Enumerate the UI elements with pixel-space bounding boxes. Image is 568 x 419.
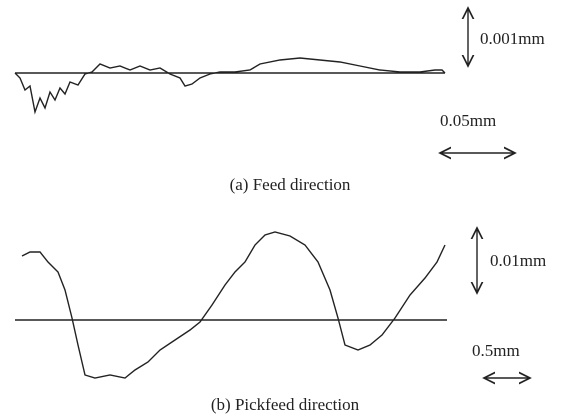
vertical-scale-label: 0.001mm [480, 29, 545, 48]
panel-b: 0.01mm 0.5mm (b) Pickfeed direction [15, 228, 546, 414]
caption: (b) Pickfeed direction [211, 395, 360, 414]
horizontal-scale-label: 0.05mm [440, 111, 496, 130]
caption: (a) Feed direction [230, 175, 351, 194]
profile [14, 57, 446, 115]
vertical-scale-label: 0.01mm [490, 251, 546, 270]
panel-a: 0.001mm 0.05mm (a) Feed direction [14, 8, 545, 194]
profile [21, 231, 446, 379]
horizontal-scale-label: 0.5mm [472, 341, 520, 360]
